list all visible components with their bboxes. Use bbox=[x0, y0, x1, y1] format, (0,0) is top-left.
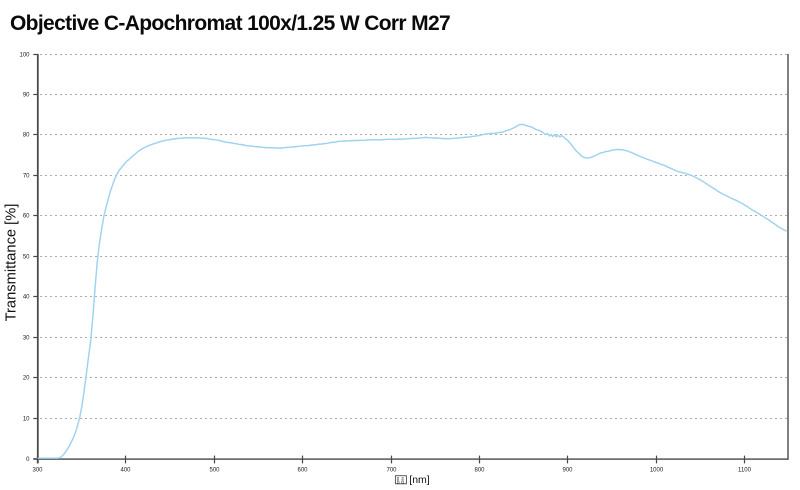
svg-text:[nm]: [nm] bbox=[409, 474, 430, 486]
svg-text:400: 400 bbox=[120, 467, 131, 473]
svg-text:20: 20 bbox=[23, 376, 30, 382]
svg-text:100: 100 bbox=[19, 53, 30, 59]
svg-text:50: 50 bbox=[23, 255, 30, 261]
svg-text:800: 800 bbox=[474, 467, 485, 473]
svg-text:80: 80 bbox=[23, 133, 30, 139]
svg-text:700: 700 bbox=[386, 467, 397, 473]
svg-text:300: 300 bbox=[32, 467, 43, 473]
svg-text:Objective C-Apochromat 100x/1.: Objective C-Apochromat 100x/1.25 W Corr … bbox=[10, 12, 450, 35]
svg-text:3: 3 bbox=[401, 476, 404, 481]
svg-text:1100: 1100 bbox=[738, 467, 752, 473]
svg-text:90: 90 bbox=[23, 93, 30, 99]
svg-text:0: 0 bbox=[397, 476, 400, 481]
svg-text:1000: 1000 bbox=[650, 467, 664, 473]
svg-text:30: 30 bbox=[23, 336, 30, 342]
svg-text:0: 0 bbox=[26, 457, 30, 463]
svg-text:10: 10 bbox=[23, 417, 30, 423]
svg-text:Transmittance [%]: Transmittance [%] bbox=[3, 204, 19, 322]
svg-text:40: 40 bbox=[23, 295, 30, 301]
svg-text:900: 900 bbox=[562, 467, 573, 473]
svg-text:B: B bbox=[401, 480, 404, 485]
svg-text:70: 70 bbox=[23, 174, 30, 180]
svg-text:600: 600 bbox=[297, 467, 308, 473]
svg-text:500: 500 bbox=[209, 467, 220, 473]
svg-text:B: B bbox=[397, 480, 400, 485]
svg-text:60: 60 bbox=[23, 214, 30, 220]
